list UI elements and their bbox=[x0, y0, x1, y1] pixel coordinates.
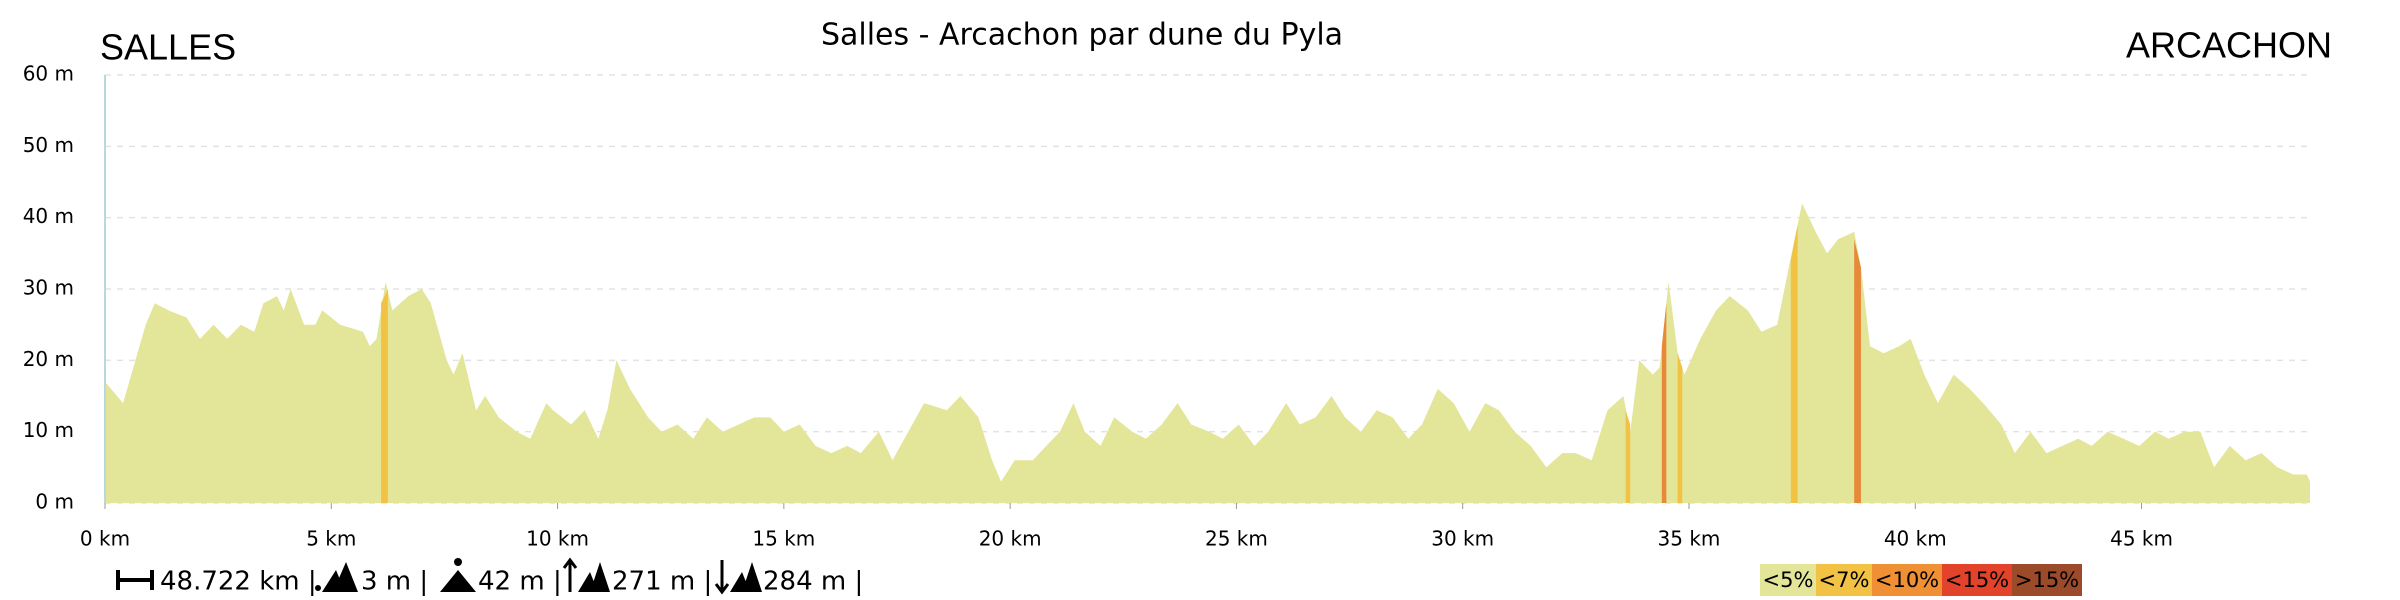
y-tick-label: 40 m bbox=[23, 204, 74, 228]
stat-text: 284 m | bbox=[763, 567, 863, 597]
x-tick-label: 30 km bbox=[1431, 527, 1494, 551]
y-tick-label: 50 m bbox=[23, 133, 74, 157]
slope-section bbox=[1625, 410, 1631, 503]
y-tick-label: 0 m bbox=[35, 490, 74, 514]
chart-title: Salles - Arcachon par dune du Pyla bbox=[821, 18, 1343, 53]
legend-label: <7% bbox=[1819, 568, 1870, 592]
x-tick-label: 25 km bbox=[1205, 527, 1268, 551]
legend-label: >15% bbox=[2015, 568, 2079, 592]
x-tick-label: 0 km bbox=[80, 527, 130, 551]
start-label: SALLES bbox=[100, 27, 236, 68]
x-tick-label: 35 km bbox=[1658, 527, 1721, 551]
stat-text: 42 m | bbox=[478, 567, 562, 597]
legend-swatch bbox=[1760, 564, 1816, 596]
legend-label: <5% bbox=[1763, 568, 1814, 592]
legend-swatch bbox=[1816, 564, 1872, 596]
stat-text: 48.722 km | bbox=[160, 567, 317, 597]
slope-section bbox=[1677, 353, 1683, 503]
x-tick-label: 20 km bbox=[979, 527, 1042, 551]
slope-section bbox=[1854, 239, 1861, 504]
y-tick-label: 20 m bbox=[23, 347, 74, 371]
x-tick-label: 40 km bbox=[1884, 527, 1947, 551]
x-tick-label: 5 km bbox=[306, 527, 356, 551]
y-tick-label: 10 m bbox=[23, 418, 74, 442]
x-tick-label: 10 km bbox=[526, 527, 589, 551]
elevation-area bbox=[105, 203, 2310, 503]
stat-text: 3 m | bbox=[361, 567, 428, 597]
legend-swatch bbox=[1872, 564, 1942, 596]
slope-section bbox=[381, 289, 388, 503]
x-tick-label: 45 km bbox=[2110, 527, 2173, 551]
stat-text: 271 m | bbox=[612, 567, 712, 597]
legend-swatch bbox=[2012, 564, 2082, 596]
legend-label: <10% bbox=[1875, 568, 1939, 592]
x-tick-label: 15 km bbox=[752, 527, 815, 551]
legend-swatch bbox=[1942, 564, 2012, 596]
end-label: ARCACHON bbox=[2126, 25, 2332, 66]
stat-icons bbox=[116, 557, 762, 595]
y-tick-label: 60 m bbox=[23, 62, 74, 86]
legend-label: <15% bbox=[1945, 568, 2009, 592]
y-tick-label: 30 m bbox=[23, 276, 74, 300]
slope-section bbox=[1661, 303, 1667, 503]
slope-section bbox=[1790, 224, 1798, 504]
